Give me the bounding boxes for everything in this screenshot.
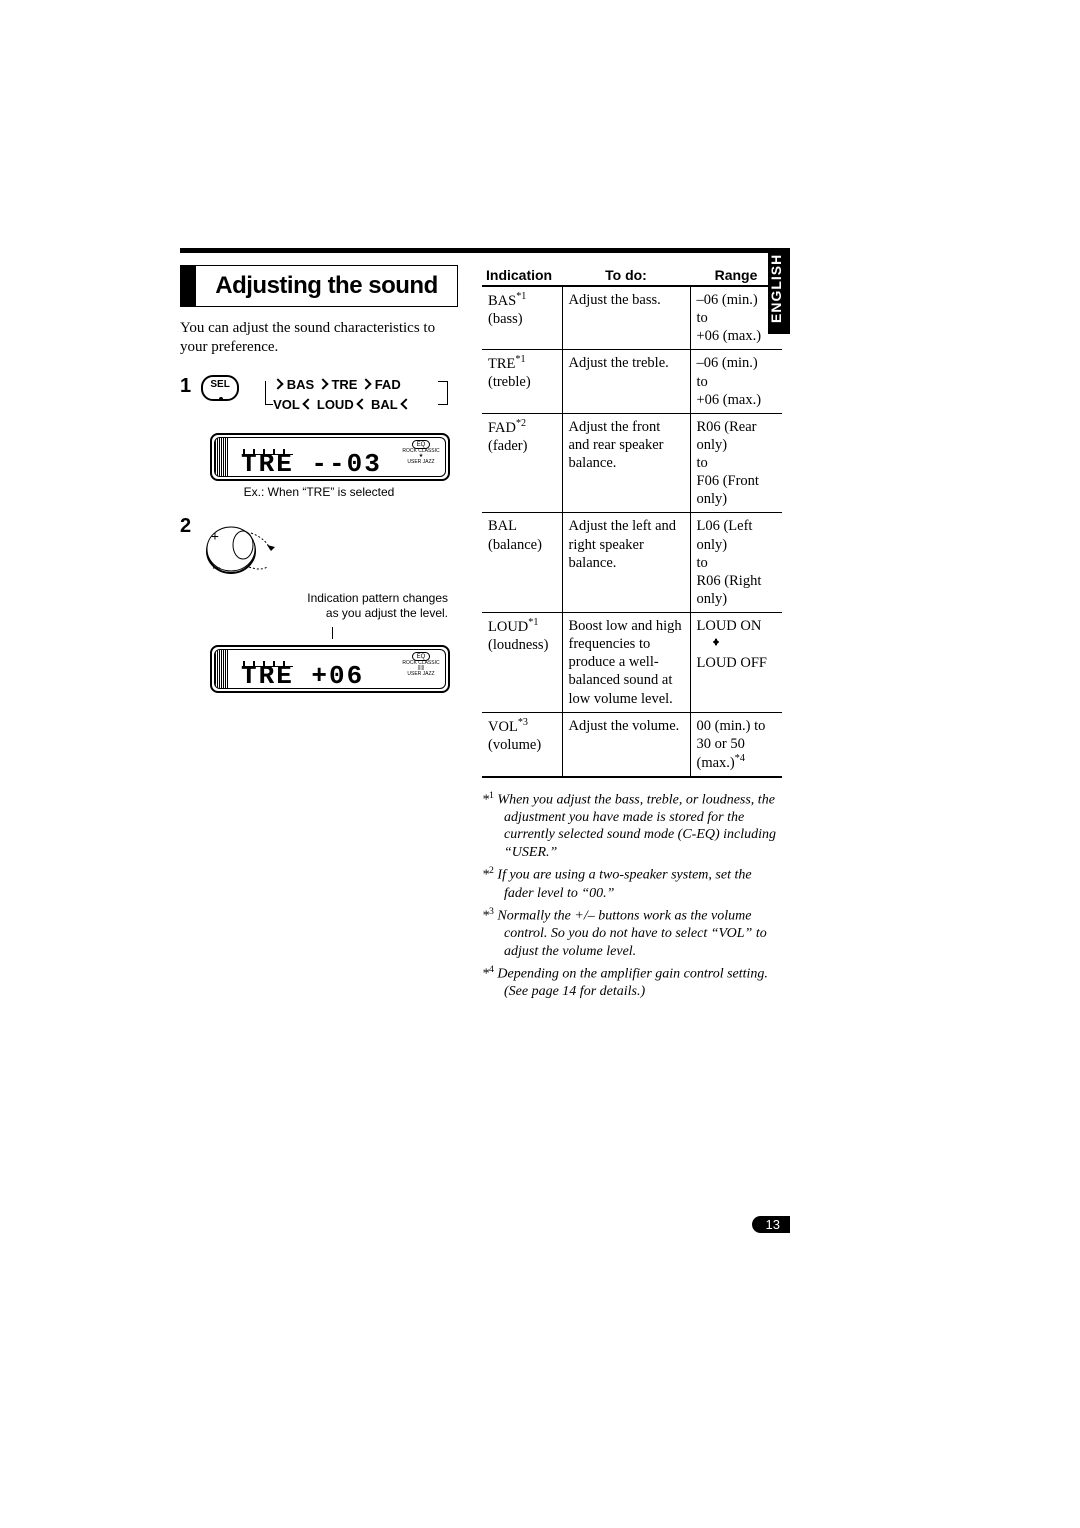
- rotary-knob-icon: + –: [201, 515, 281, 583]
- two-column-layout: Adjusting the sound You can adjust the s…: [180, 265, 790, 1005]
- step-1-number: 1: [180, 375, 191, 398]
- footnote-4: *4 Depending on the amplifier gain contr…: [482, 964, 782, 1001]
- table-row: TRE*1(treble) Adjust the treble. –06 (mi…: [482, 350, 782, 413]
- lcd-display-2: TRE +06 EQROCK CLASSIC|||||USER JAZZ: [210, 645, 450, 693]
- footnote-1: *1 When you adjust the bass, treble, or …: [482, 790, 782, 862]
- svg-text:+: +: [211, 530, 219, 545]
- manual-page: ENGLISH Adjusting the sound You can adju…: [180, 248, 790, 1005]
- flow-vol: VOL: [273, 397, 300, 412]
- sound-settings-table: Indication To do: Range BAS*1(bass) Adju…: [482, 265, 782, 778]
- table-row: FAD*2(fader) Adjust the front and rear s…: [482, 413, 782, 513]
- flow-loud: LOUD: [317, 397, 354, 412]
- left-column: Adjusting the sound You can adjust the s…: [180, 265, 458, 1005]
- table-row: VOL*3(volume) Adjust the volume. 00 (min…: [482, 712, 782, 777]
- section-heading: Adjusting the sound: [180, 265, 458, 307]
- table-row: LOUD*1(loudness) Boost low and high freq…: [482, 613, 782, 713]
- heading-bar: [180, 265, 196, 307]
- table-header-row: Indication To do: Range: [482, 265, 782, 286]
- up-down-arrow-icon: [711, 635, 721, 649]
- flow-bal: BAL: [371, 397, 397, 412]
- lcd1-text: TRE --03: [241, 449, 382, 477]
- page-number-badge: 13: [752, 1216, 790, 1233]
- flow-row-bottom: VOL LOUD BAL: [273, 397, 411, 412]
- footnotes: *1 When you adjust the bass, treble, or …: [482, 790, 782, 1001]
- top-rule: [180, 248, 790, 253]
- table-row: BAS*1(bass) Adjust the bass. –06 (min.) …: [482, 286, 782, 350]
- svg-text:–: –: [212, 560, 221, 575]
- flow-row-top: BAS TRE FAD: [273, 377, 401, 392]
- sel-button-icon: SEL: [201, 375, 239, 401]
- right-column: Indication To do: Range BAS*1(bass) Adju…: [482, 265, 782, 1005]
- flow-fad: FAD: [375, 377, 401, 392]
- table-row: BAL(balance) Adjust the left and right s…: [482, 513, 782, 613]
- footnote-2: *2 If you are using a two-speaker system…: [482, 865, 782, 902]
- pointer-line: [332, 627, 333, 639]
- knob-caption-2: as you adjust the level.: [326, 606, 448, 620]
- step-2: 2 + –: [180, 515, 458, 583]
- loud-on: LOUD ON: [697, 618, 762, 634]
- heading-text: Adjusting the sound: [196, 265, 458, 307]
- flow-bas: BAS: [287, 377, 314, 392]
- knob-caption: Indication pattern changes as you adjust…: [180, 591, 458, 621]
- intro-text: You can adjust the sound characteristics…: [180, 319, 458, 357]
- sel-flow-diagram: SEL BAS TRE FAD VOL LOUD BAL: [201, 375, 458, 427]
- th-todo: To do:: [562, 265, 690, 286]
- lcd1-caption: Ex.: When “TRE” is selected: [180, 485, 458, 499]
- knob-caption-1: Indication pattern changes: [307, 591, 448, 605]
- lcd1-eq-icons: EQROCK CLASSIC★USER JAZZ: [399, 440, 443, 476]
- th-indication: Indication: [482, 265, 562, 286]
- step-1: 1 SEL BAS TRE FAD VOL LOUD: [180, 375, 458, 427]
- lcd-display-1: TRE --03 EQROCK CLASSIC★USER JAZZ: [210, 433, 450, 481]
- lcd2-eq-icons: EQROCK CLASSIC|||||USER JAZZ: [399, 652, 443, 688]
- loud-off: LOUD OFF: [697, 655, 768, 671]
- flow-tre: TRE: [331, 377, 357, 392]
- language-tab: ENGLISH: [768, 248, 790, 334]
- step-2-number: 2: [180, 515, 191, 538]
- lcd2-text: TRE +06: [241, 661, 364, 689]
- footnote-3: *3 Normally the +/– buttons work as the …: [482, 906, 782, 960]
